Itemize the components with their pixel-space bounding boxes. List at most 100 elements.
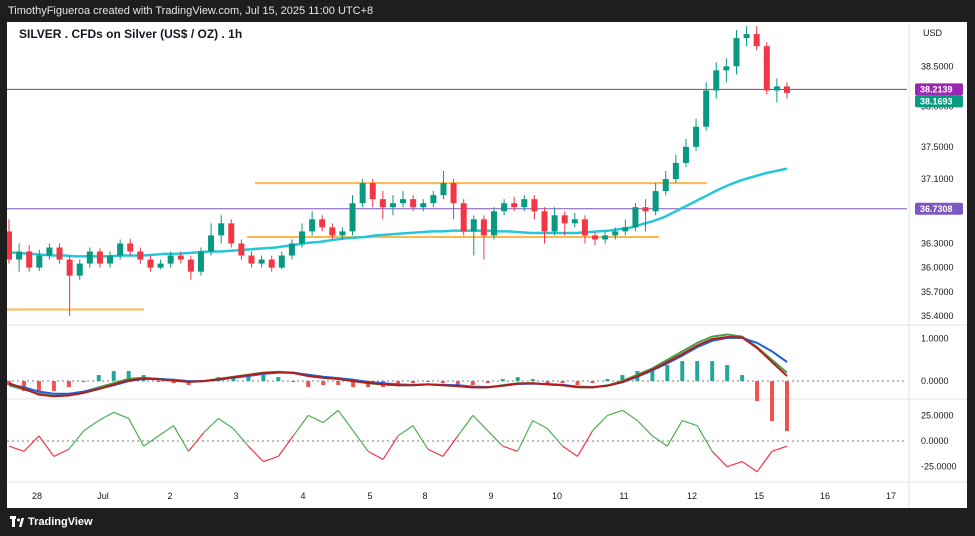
oscillator-segment [218, 417, 234, 430]
oscillator-segment [53, 448, 70, 457]
candle [450, 179, 457, 220]
histogram-bar [7, 381, 11, 386]
oscillator-segment [188, 432, 204, 452]
macd-line [8, 335, 788, 398]
candle [46, 243, 53, 260]
histogram-bar [560, 381, 565, 384]
tradingview-logo-icon [10, 516, 24, 527]
price-tick-label: 35.4000 [921, 311, 954, 321]
candle [612, 227, 619, 240]
histogram-bar [306, 381, 311, 388]
candle [389, 195, 396, 216]
candle [117, 239, 124, 260]
oscillator-segment [128, 418, 145, 447]
candle [96, 248, 103, 268]
candle [228, 219, 235, 248]
price-badge-label: 38.2139 [920, 84, 953, 94]
candle [268, 255, 275, 272]
histogram-bar [500, 379, 505, 382]
x-tick-label: 10 [552, 491, 562, 501]
moving-average-line [8, 167, 788, 258]
oscillator-segment [113, 411, 129, 420]
candle [501, 199, 508, 216]
oscillator-segment [412, 425, 429, 450]
x-tick-label: 17 [886, 491, 896, 501]
candle [400, 191, 407, 208]
candle [622, 219, 629, 236]
oscillator-segment [532, 419, 548, 430]
candle [460, 199, 467, 236]
oscillator-segment [457, 415, 474, 437]
histogram-bar [785, 381, 789, 432]
histogram-bar [336, 381, 341, 386]
candle [197, 247, 204, 276]
histogram-bar [291, 381, 296, 383]
x-tick-label: 15 [754, 491, 764, 501]
histogram-bar [321, 381, 326, 386]
histogram-bar [740, 375, 745, 382]
currency-label: USD [923, 28, 943, 38]
oscillator-segment [8, 445, 25, 452]
candle [299, 223, 306, 248]
candle [369, 179, 376, 208]
histogram-bar [171, 381, 176, 384]
oscillator-segment [203, 418, 219, 434]
candle [602, 231, 609, 244]
oscillator-segment [592, 414, 608, 432]
candle [682, 138, 689, 167]
x-tick-label: 3 [233, 491, 238, 501]
macd-tick-label: 0.0000 [921, 376, 949, 386]
histogram-bar [530, 379, 535, 382]
histogram-bar [470, 381, 475, 386]
candle [561, 211, 568, 236]
candle [672, 154, 679, 184]
chart-title: SILVER . CFDs on Silver (US$ / OZ) . 1h [19, 27, 243, 41]
chart-svg[interactable]: USD38.500038.000037.500037.100036.300036… [7, 22, 967, 508]
chart-frame[interactable]: USD38.500038.000037.500037.100036.300036… [7, 22, 967, 508]
price-badge-label: 38.1693 [920, 96, 953, 106]
oscillator-segment [307, 414, 324, 424]
candle [86, 247, 93, 268]
oscillator-segment [666, 420, 683, 447]
histogram-bar [276, 377, 281, 382]
oscillator-segment [247, 445, 264, 462]
oscillator-segment [277, 435, 294, 457]
price-badge [915, 95, 963, 108]
candle [248, 251, 255, 268]
histogram-bar [455, 381, 460, 386]
oscillator-segment [232, 428, 249, 447]
candle [107, 251, 114, 268]
candle [26, 245, 33, 272]
oscillator-segment [382, 435, 399, 460]
oscillator-segment [562, 445, 578, 457]
candle [480, 215, 487, 260]
candle [208, 223, 215, 256]
oscillator-segment [38, 435, 55, 457]
oscillator-segment [636, 420, 653, 437]
oscillator-segment [68, 430, 85, 450]
price-badge-label: 36.7308 [920, 204, 953, 214]
candle [218, 215, 225, 244]
candle [7, 219, 12, 264]
histogram-bar [156, 381, 161, 383]
x-tick-label: 8 [422, 491, 427, 501]
histogram-bar [710, 361, 715, 382]
histogram-bar [81, 381, 86, 383]
oscillator-tick-label: -25.0000 [921, 462, 957, 472]
oscillator-segment [741, 461, 758, 473]
top-bar: TimothyFigueroa created with TradingView… [0, 0, 975, 22]
histogram-bar [605, 379, 610, 382]
histogram-bar [231, 377, 236, 382]
histogram-bar [485, 381, 490, 384]
oscillator-segment [263, 455, 279, 463]
histogram-bar [36, 381, 41, 392]
candle [531, 195, 538, 220]
oscillator-segment [682, 419, 698, 427]
candle [329, 223, 336, 240]
candle [177, 251, 184, 264]
oscillator-segment [352, 430, 369, 452]
candle [157, 259, 164, 270]
candle [773, 78, 780, 103]
creator-text: TimothyFigueroa created with TradingView… [8, 5, 374, 17]
histogram-bar [515, 377, 520, 382]
